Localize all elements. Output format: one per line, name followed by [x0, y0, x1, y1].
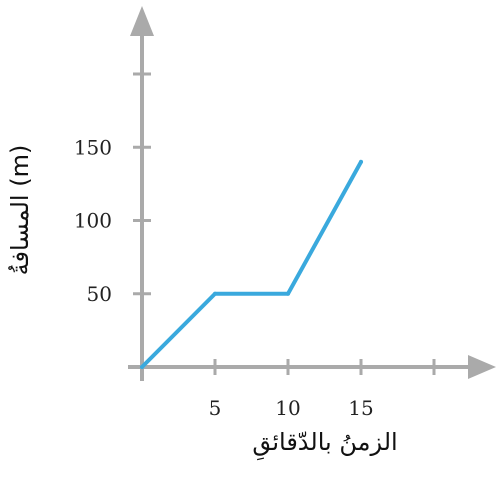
ticks	[133, 72, 436, 375]
x-axis-title: الزمنُ بالدّقائقِ	[252, 428, 397, 461]
axes	[128, 6, 496, 381]
data-line	[140, 159, 363, 369]
x-tick-label: 10	[275, 396, 300, 420]
y-axis-arrow	[130, 6, 154, 36]
x-tick-label: 15	[348, 396, 373, 420]
series	[140, 159, 363, 369]
tick-labels: 5 10 15 50 100 150	[74, 135, 374, 420]
y-tick-label: 100	[74, 209, 112, 233]
data-point	[213, 291, 217, 296]
data-point	[140, 365, 144, 369]
data-point	[359, 159, 363, 164]
y-tick-label: 50	[87, 282, 112, 306]
data-point	[286, 291, 290, 296]
y-axis-title: المسافةُ (m)	[6, 145, 34, 276]
y-tick-label: 150	[74, 135, 112, 159]
x-axis-arrow	[468, 355, 496, 379]
x-tick-label: 5	[209, 396, 222, 420]
